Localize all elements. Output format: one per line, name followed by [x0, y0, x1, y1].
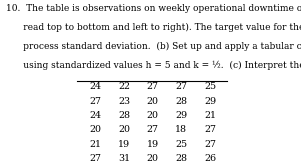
Text: 27: 27: [90, 97, 101, 106]
Text: 20: 20: [147, 97, 159, 106]
Text: process standard deviation.  (b) Set up and apply a tabular cusum chart for this: process standard deviation. (b) Set up a…: [6, 42, 301, 51]
Text: 29: 29: [175, 111, 188, 120]
Text: 20: 20: [147, 154, 159, 163]
Text: using standardized values h = 5 and k = ½.  (c) Interpret the cusum chart.: using standardized values h = 5 and k = …: [6, 61, 301, 70]
Text: 20: 20: [90, 125, 101, 134]
Text: read top to bottom and left to right). The target value for the mean is 25.  (a): read top to bottom and left to right). T…: [6, 23, 301, 32]
Text: 24: 24: [90, 111, 101, 120]
Text: 10.  The table is observations on weekly operational downtime on a critical equi: 10. The table is observations on weekly …: [6, 4, 301, 13]
Text: 27: 27: [147, 125, 159, 134]
Text: 27: 27: [204, 125, 216, 134]
Text: 31: 31: [118, 154, 130, 163]
Text: 18: 18: [175, 125, 187, 134]
Text: 19: 19: [118, 140, 130, 149]
Text: 20: 20: [118, 125, 130, 134]
Text: 27: 27: [90, 154, 101, 163]
Text: 27: 27: [204, 140, 216, 149]
Text: 24: 24: [90, 82, 101, 92]
Text: 28: 28: [175, 154, 187, 163]
Text: 27: 27: [147, 82, 159, 92]
Text: 19: 19: [147, 140, 159, 149]
Text: 28: 28: [118, 111, 130, 120]
Text: 20: 20: [147, 111, 159, 120]
Text: 25: 25: [204, 82, 216, 92]
Text: 21: 21: [204, 111, 216, 120]
Text: 26: 26: [204, 154, 216, 163]
Text: 23: 23: [118, 97, 130, 106]
Text: 21: 21: [90, 140, 101, 149]
Text: 22: 22: [118, 82, 130, 92]
Text: 27: 27: [175, 82, 187, 92]
Text: 29: 29: [204, 97, 216, 106]
Text: 25: 25: [175, 140, 188, 149]
Text: 28: 28: [175, 97, 187, 106]
